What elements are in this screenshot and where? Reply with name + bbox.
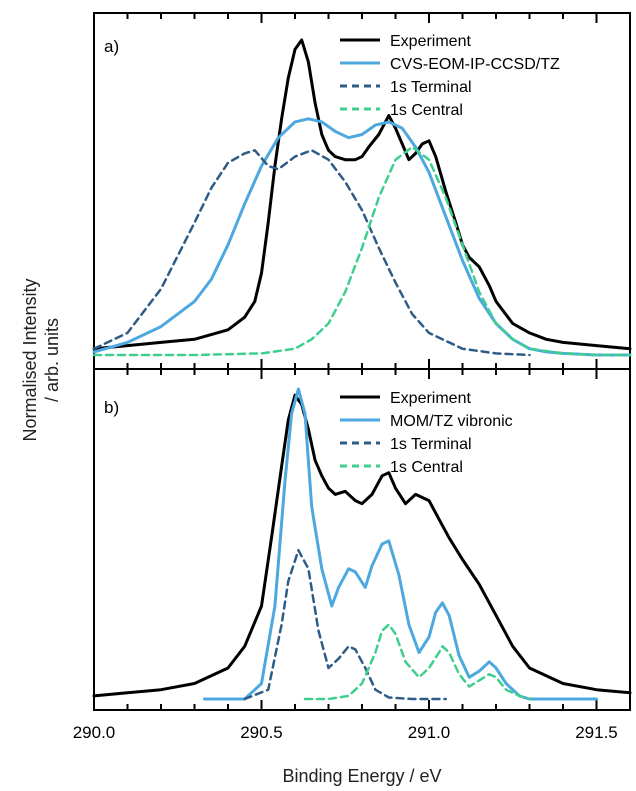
panel-a-label: a) (104, 37, 119, 56)
legend-label-experiment: Experiment (390, 33, 471, 50)
series-line-experiment (92, 38, 632, 351)
legend-a: Experiment CVS-EOM-IP-CCSD/TZ 1s Terminal 1… (340, 33, 560, 119)
panel-b-label: b) (104, 398, 119, 417)
series-line-1s-terminal (243, 548, 447, 701)
legend-label-1s-central: 1s Central (390, 102, 463, 119)
y-axis-label-line1: Normalised Intensity (20, 278, 40, 441)
y-axis-label-line2: / arb. units (42, 318, 62, 402)
series-line-1s-terminal (92, 149, 531, 357)
legend-label-1s-central: 1s Central (390, 459, 463, 476)
series-line-mom-tz-vibronic (203, 387, 598, 701)
series-line-1s-central (303, 623, 531, 701)
legend-label-cvs-eom-ip-ccsd-tz: CVS-EOM-IP-CCSD/TZ (390, 56, 560, 73)
x-tick-label: 291.0 (408, 723, 451, 742)
x-tick-label: 290.5 (240, 723, 283, 742)
panel-a (92, 38, 632, 357)
series-line-1s-central (92, 145, 632, 357)
x-tick-label: 291.5 (575, 723, 618, 742)
legend-label-experiment: Experiment (390, 390, 471, 407)
legend-label-mom-tz-vibronic: MOM/TZ vibronic (390, 413, 513, 430)
x-tick-label: 290.0 (73, 723, 116, 742)
legend-label-1s-terminal: 1s Terminal (390, 436, 472, 453)
tick-marks (93, 13, 631, 710)
x-tick-labels: 290.0 290.5 291.0 291.5 (73, 723, 618, 742)
legend-b: Experiment MOM/TZ vibronic 1s Terminal 1s C… (340, 390, 513, 476)
series-line-experiment (92, 393, 632, 698)
legend-label-1s-terminal: 1s Terminal (390, 79, 472, 96)
panel-b (92, 387, 632, 701)
x-axis-label: Binding Energy / eV (282, 766, 441, 786)
